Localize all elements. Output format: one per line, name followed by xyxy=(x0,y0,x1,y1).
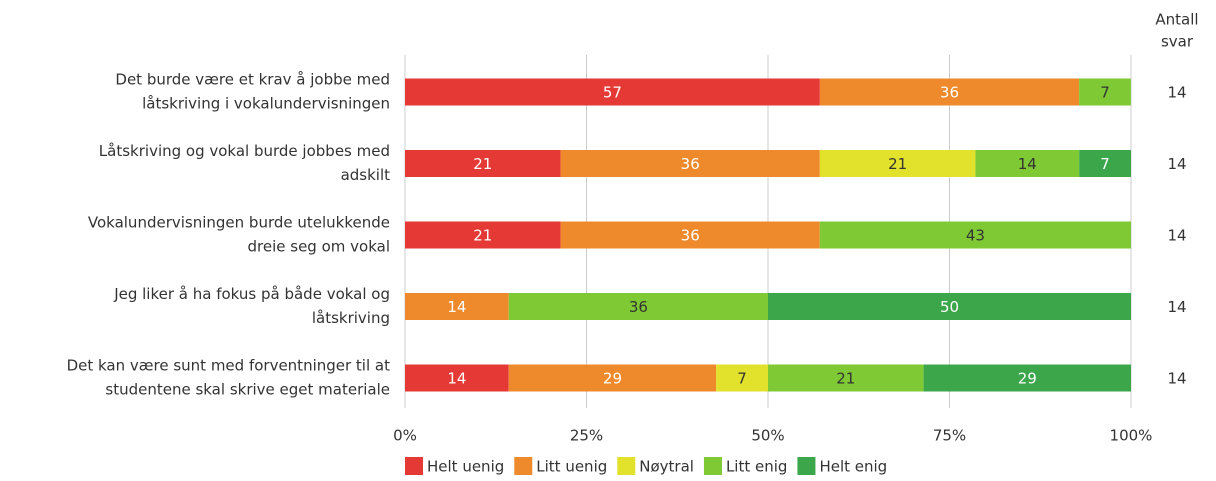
value-label: 36 xyxy=(940,84,959,102)
bar-segment xyxy=(405,78,820,106)
value-label: 29 xyxy=(603,370,622,388)
counts-title: svar xyxy=(1161,33,1194,51)
count-label: 14 xyxy=(1167,370,1186,388)
bar-segment xyxy=(508,364,717,392)
value-label: 21 xyxy=(888,155,907,173)
x-tick-label: 50% xyxy=(751,427,784,445)
category-label: Låtskriving og vokal burde jobbes med xyxy=(99,142,390,160)
legend-swatch xyxy=(703,457,722,475)
bar-segment xyxy=(819,150,976,177)
value-label: 36 xyxy=(681,227,700,245)
count-label: 14 xyxy=(1167,84,1186,102)
bar-segment xyxy=(819,78,1080,106)
value-label: 14 xyxy=(1018,155,1037,173)
category-label: låtskriving xyxy=(312,309,390,327)
value-label: 14 xyxy=(447,298,466,316)
category-label: adskilt xyxy=(341,166,391,184)
bar-segment xyxy=(405,221,561,249)
bar-segment xyxy=(768,364,924,392)
x-tick-label: 25% xyxy=(570,427,603,445)
bar-segment xyxy=(560,150,820,177)
bar-segment xyxy=(560,221,820,249)
value-label: 7 xyxy=(737,370,747,388)
value-label: 29 xyxy=(1018,370,1037,388)
bar-segment xyxy=(405,364,509,392)
x-tick-label: 100% xyxy=(1110,427,1153,445)
value-label: 7 xyxy=(1100,84,1110,102)
legend-swatch xyxy=(617,457,636,475)
category-label: låtskriving i vokalundervisningen xyxy=(142,95,390,113)
bar-segment xyxy=(1079,150,1131,177)
x-tick-label: 0% xyxy=(393,427,417,445)
category-label: Vokalundervisningen burde utelukkende xyxy=(88,214,390,232)
value-label: 57 xyxy=(603,84,622,102)
count-label: 14 xyxy=(1167,155,1186,173)
bar-segment xyxy=(405,293,509,320)
value-label: 21 xyxy=(473,155,492,173)
value-label: 7 xyxy=(1100,155,1110,173)
category-label: Det kan være sunt med forventninger til … xyxy=(67,357,391,375)
value-label: 43 xyxy=(966,227,985,245)
bar-segment xyxy=(819,221,1131,249)
bar-segment xyxy=(923,364,1131,392)
category-label: Det burde være et krav å jobbe med xyxy=(115,71,390,89)
bar-segment xyxy=(975,150,1080,177)
category-label: Jeg liker å ha fokus på både vokal og xyxy=(113,285,390,303)
value-label: 36 xyxy=(681,155,700,173)
bar-segment xyxy=(1079,78,1131,106)
value-label: 36 xyxy=(629,298,648,316)
bar-segment xyxy=(768,293,1131,320)
x-tick-label: 75% xyxy=(933,427,966,445)
legend-swatch xyxy=(514,457,533,475)
legend-label: Litt uenig xyxy=(536,458,607,476)
counts-title: Antall xyxy=(1155,11,1198,29)
legend-label: Nøytral xyxy=(639,458,694,476)
bar-segment xyxy=(508,293,768,320)
value-label: 50 xyxy=(940,298,959,316)
count-label: 14 xyxy=(1167,298,1186,316)
legend-label: Helt enig xyxy=(819,458,887,476)
legend-label: Litt enig xyxy=(726,458,787,476)
category-label: studentene skal skrive eget materiale xyxy=(105,381,390,399)
category-label: dreie seg om vokal xyxy=(248,238,390,256)
value-label: 14 xyxy=(447,370,466,388)
bar-segment xyxy=(405,150,561,177)
count-label: 14 xyxy=(1167,227,1186,245)
value-label: 21 xyxy=(473,227,492,245)
legend-label: Helt uenig xyxy=(427,458,504,476)
legend-swatch xyxy=(797,457,816,475)
legend-swatch xyxy=(405,457,423,475)
bar-segment xyxy=(716,364,768,392)
value-label: 21 xyxy=(836,370,855,388)
